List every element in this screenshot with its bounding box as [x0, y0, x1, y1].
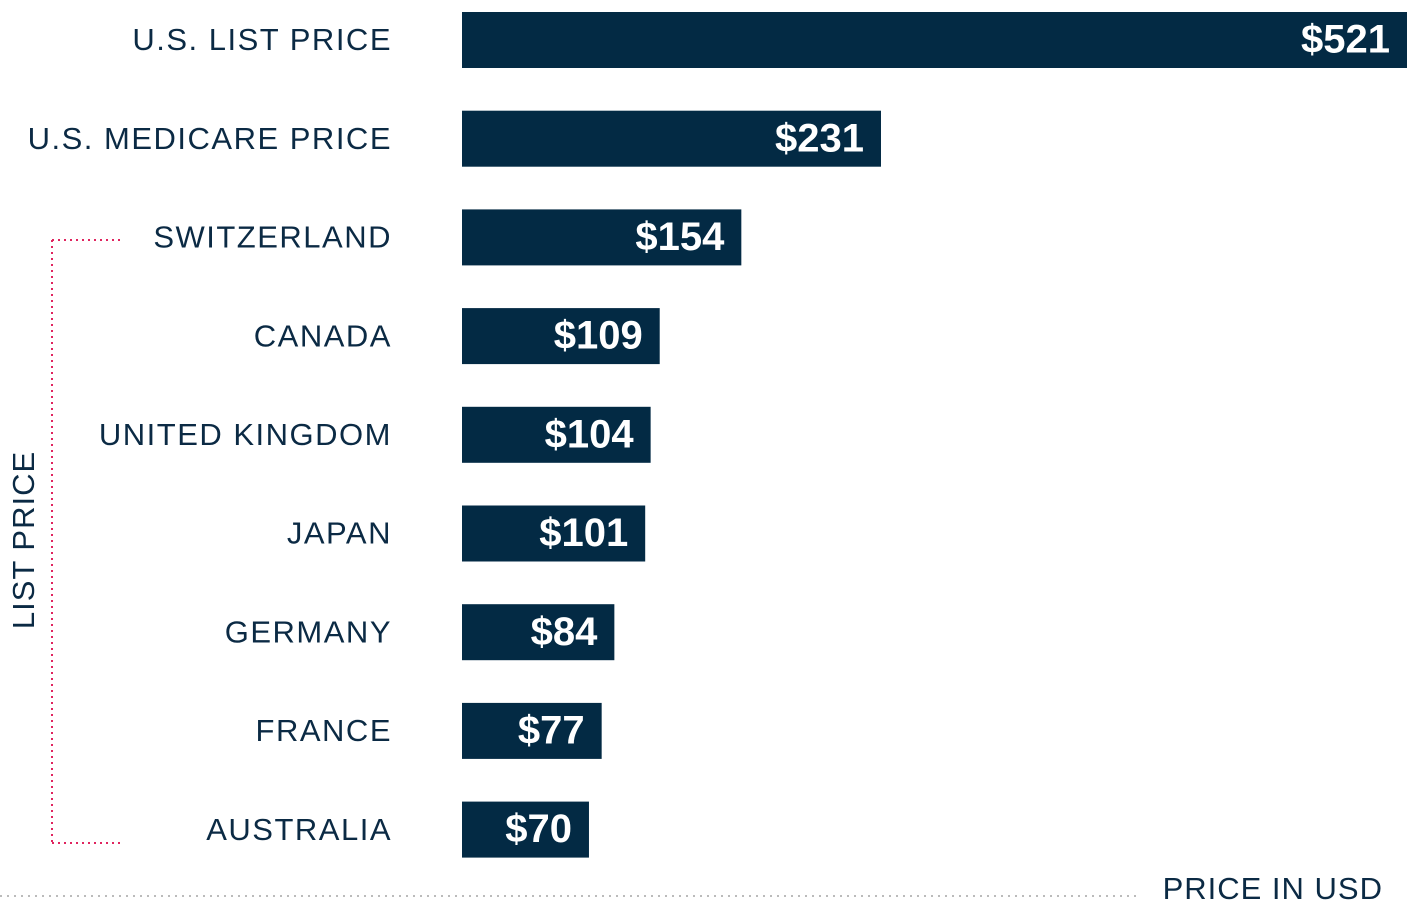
value-label: $521 [1301, 18, 1390, 62]
value-label: $104 [545, 412, 635, 456]
category-label: FRANCE [256, 713, 392, 748]
value-label: $70 [505, 807, 572, 851]
value-label: $231 [775, 116, 864, 160]
category-label: U.S. MEDICARE PRICE [28, 121, 392, 156]
bar [462, 604, 615, 661]
category-label: AUSTRALIA [206, 812, 392, 847]
category-label: JAPAN [287, 516, 392, 551]
bar [462, 12, 1407, 68]
value-label: $109 [554, 314, 643, 358]
bar [462, 406, 651, 463]
bracket-label: LIST PRICE [6, 451, 41, 629]
value-label: $154 [635, 215, 725, 259]
category-label: GERMANY [225, 614, 392, 649]
bar [462, 308, 660, 365]
value-label: $77 [518, 708, 585, 752]
bar [462, 209, 742, 266]
category-label: U.S. LIST PRICE [132, 22, 392, 57]
bar [462, 110, 881, 167]
bar [462, 505, 646, 562]
value-label: $84 [531, 610, 598, 654]
category-label: UNITED KINGDOM [99, 417, 392, 452]
bracket [51, 239, 124, 844]
bar [462, 702, 602, 759]
value-label: $101 [539, 511, 628, 555]
category-label: SWITZERLAND [153, 220, 392, 255]
x-axis-label: PRICE IN USD [1163, 871, 1383, 906]
category-label: CANADA [254, 318, 392, 353]
bar [462, 801, 589, 858]
